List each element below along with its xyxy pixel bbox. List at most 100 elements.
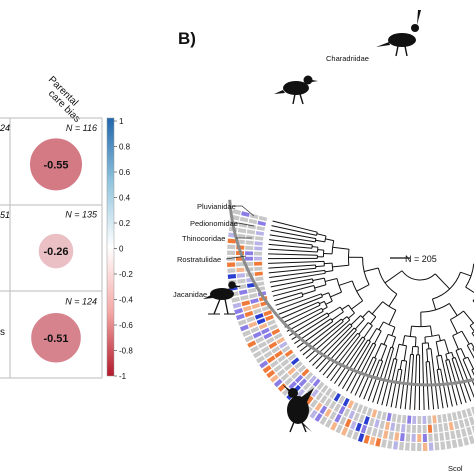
tree-branch [317,249,324,251]
tree-branch [472,347,474,349]
tree-branch [312,277,325,282]
snipe-silhouette-icon [282,384,314,433]
tree-branch [362,336,366,340]
tree-branch [272,220,318,233]
tree-branch [401,270,436,281]
heatmap-tile [277,354,287,363]
heatmap-tile [344,418,352,428]
heatmap-tile [254,271,263,277]
heatmap-tile [391,413,397,423]
heatmap-tile [255,355,266,364]
tree-branch [337,339,369,387]
heatmap-tile [377,429,384,438]
heatmap-tile [284,349,294,358]
heatmap-tile [251,303,261,310]
heatmap-tile [250,298,259,304]
colorbar-tick-label: 0.8 [119,143,131,152]
tree-branch [436,339,445,343]
heatmap-tile [450,430,456,440]
tree-branch [322,332,359,376]
heatmap-tile [379,420,385,430]
tree-branch [381,342,387,347]
heatmap-tile [244,256,254,261]
lapwing-silhouette-icon [376,10,421,57]
heatmap-tile [314,402,323,412]
heatmap-tile [411,424,416,433]
heatmap-tile [386,412,392,422]
heatmap-tile [455,429,462,439]
heatmap-tile [246,229,256,235]
heatmap-tile [342,397,350,407]
tree-branch [268,248,318,253]
heatmap-tile [255,281,265,287]
panel-a-correlation-matrix: Parental care bias 24 51 s N = 116-0.55N… [0,74,133,381]
heatmap-tile [271,328,281,336]
heatmap-tile [352,431,359,441]
heatmap-tile [369,436,376,446]
correlation-circle [30,311,82,364]
tree-branch [368,328,378,342]
tree-branch [393,358,398,360]
tree-branch [302,321,344,356]
heatmap-tile [241,300,251,307]
tree-branch [467,342,472,346]
tree-branch [315,239,325,243]
tree-branch [373,330,382,345]
tree-branch [429,325,433,337]
heatmap-tile [339,416,347,426]
heatmap-tile [248,218,258,225]
heatmap-tile [254,313,264,320]
tree-branch [327,306,341,315]
correlation-value: -0.51 [43,333,68,345]
tree-branch [445,359,450,361]
heatmap-tile [346,429,354,439]
tree-branch [409,326,413,337]
heatmap-tile [247,287,257,294]
tree-branch [452,335,459,350]
tree-branch [321,308,324,312]
heatmap-tile [422,424,427,433]
heatmap-tile [276,337,286,345]
tree-branch [388,293,398,307]
heatmap-tile [349,420,357,430]
heatmap-tile [227,273,237,279]
tree-branch [305,319,351,359]
heatmap-tile [304,371,314,381]
heatmap-tile [428,442,434,451]
heatmap-tile [273,378,283,388]
heatmap-tile [463,418,470,427]
heatmap-tile [437,414,442,424]
heatmap-tile [308,375,317,384]
tree-branch [460,271,472,277]
tree-branch [391,336,396,348]
tree-branch [363,325,373,339]
heatmap-tile [258,215,268,222]
colorbar-tick-label: 0 [119,245,124,254]
heatmap-tile [273,332,283,340]
tree-branch [284,307,322,328]
heatmap-tile [250,326,260,334]
tree-branch [440,355,453,407]
tree-branch [463,310,474,324]
tree-branch [324,235,327,242]
heatmap-tile [394,432,400,441]
tree-branch [286,310,324,332]
tree-branch [322,306,328,311]
heatmap-tile [470,406,474,416]
tree-branch [350,315,361,326]
heatmap-tile [433,433,439,442]
tree-branch [438,334,441,341]
tree-branch [312,246,318,248]
colorbar-tick-label: 0.6 [119,168,131,177]
heatmap-tile [411,433,416,442]
heatmap-tile [316,381,325,391]
heatmap-tile [252,331,262,339]
heatmap-tile [281,345,291,353]
tree-branch [391,327,396,336]
heatmap-tile [334,413,342,423]
tree-branch [349,323,353,327]
heatmap-tile [434,442,440,451]
heatmap-tile [348,410,356,420]
tree-branch [376,347,395,404]
heatmap-tile [456,410,463,420]
